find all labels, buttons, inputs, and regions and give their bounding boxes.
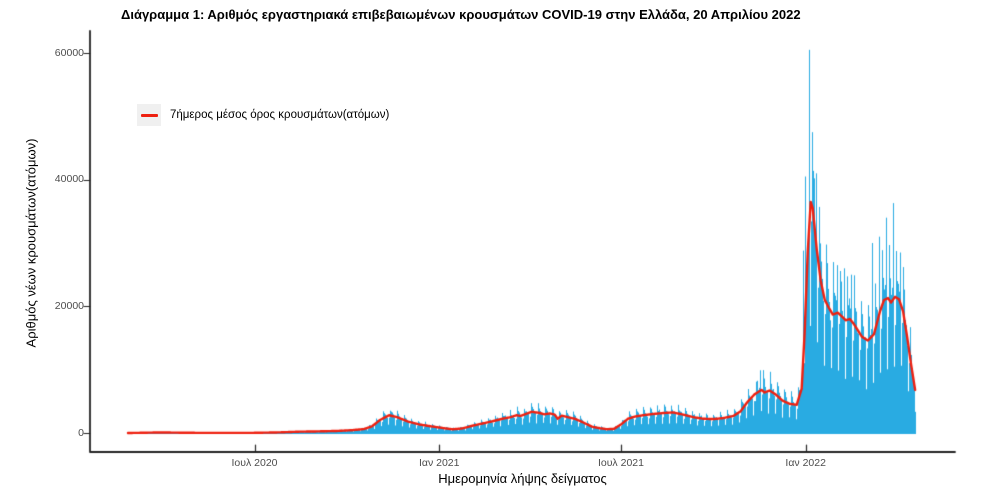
legend-line-swatch [140,113,158,117]
x-tick-label: Ιαν 2021 [418,457,460,469]
chart-title: Διάγραμμα 1: Αριθμός εργαστηριακά επιβεβ… [121,7,801,22]
y-tick-label: 0 [78,426,84,439]
legend-label: 7ήμερος μέσος όρος κρουσμάτων(ατόμων) [170,109,390,121]
x-tick-label: Ιουλ 2021 [597,457,644,469]
y-tick-label: 60000 [54,46,84,59]
y-tick-label: 40000 [54,173,84,186]
legend: 7ήμερος μέσος όρος κρουσμάτων(ατόμων) [137,104,389,126]
x-axis-title: Ημερομηνία λήψης δείγματος [438,471,607,486]
legend-key [137,104,161,126]
x-tick-label: Ιαν 2022 [785,457,826,469]
x-tick-label: Ιουλ 2020 [231,457,278,469]
y-axis-title: Αριθμός νέων κρουσμάτων(ατόμων) [23,138,39,348]
y-tick-label: 20000 [54,299,84,312]
